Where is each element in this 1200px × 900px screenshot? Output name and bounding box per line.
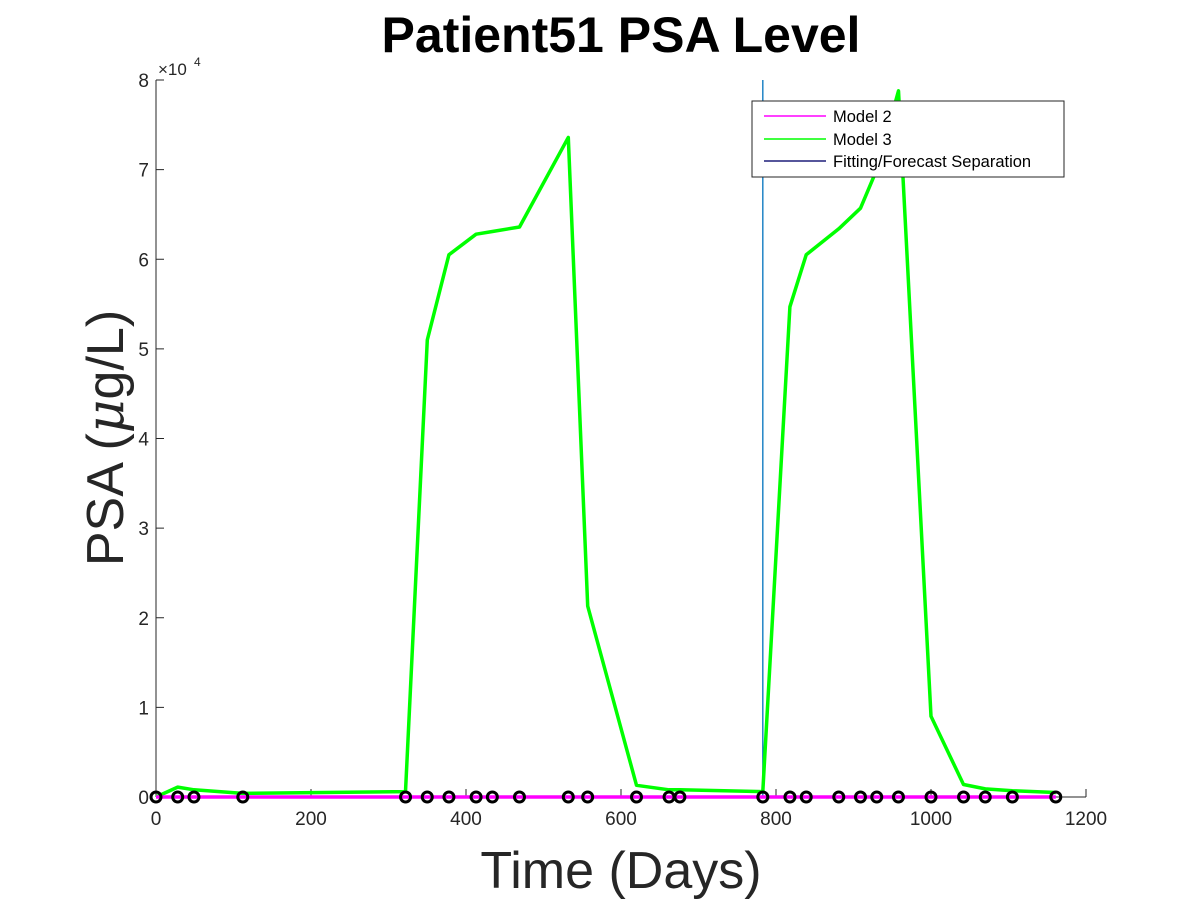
observed-point [581,790,595,804]
series-line-model3 [155,89,1056,799]
legend-label-model2: Model 2 [833,108,892,126]
y-axis-label: PSA (μg/L) [76,310,136,566]
chart-title: Patient51 PSA Level [382,7,861,63]
observed-point [420,790,434,804]
observed-markers [149,790,1063,804]
observed-point [1049,790,1063,804]
x-ticks: 0 200 400 600 800 1000 1200 [151,789,1107,830]
observed-point [957,790,971,804]
legend: Model 2 Model 3 Fitting/Forecast Separat… [751,100,1065,178]
observed-point [171,790,185,804]
y-exponent-base: ×10 [158,60,187,79]
observed-point [399,790,413,804]
y-tick-label: 4 [138,430,149,451]
observed-point [891,790,905,804]
x-tick-label: 800 [760,809,792,830]
observed-point [832,790,846,804]
observed-point [783,790,797,804]
y-axis-label-unit: g/L) [77,310,135,400]
observed-point [853,790,867,804]
series-layer [155,80,1056,799]
y-tick-label: 3 [138,519,149,540]
observed-point [756,790,770,804]
y-exponent-power: 4 [194,55,201,69]
x-tick-label: 0 [151,809,162,830]
y-exponent: ×10 4 [158,55,201,79]
y-tick-label: 2 [138,609,149,630]
y-axis-label-mu: μ [76,399,136,433]
legend-label-separation: Fitting/Forecast Separation [833,153,1031,171]
observed-point [924,790,938,804]
x-tick-label: 600 [605,809,637,830]
observed-point [149,790,163,804]
x-tick-label: 400 [450,809,482,830]
observed-point [469,790,483,804]
observed-point [870,790,884,804]
y-tick-label: 8 [138,71,149,92]
observed-point [978,790,992,804]
observed-point [799,790,813,804]
observed-point [236,790,250,804]
observed-point [442,790,456,804]
observed-point [512,790,526,804]
legend-label-model3: Model 3 [833,131,892,149]
observed-point [485,790,499,804]
observed-point [561,790,575,804]
observed-point [673,790,687,804]
y-tick-label: 0 [138,788,149,809]
y-tick-label: 6 [138,250,149,271]
x-tick-label: 1000 [910,809,952,830]
y-tick-label: 7 [138,161,149,182]
observed-point [187,790,201,804]
observed-point [1005,790,1019,804]
x-tick-label: 200 [295,809,327,830]
y-tick-label: 1 [138,698,149,719]
y-tick-label: 5 [138,340,149,361]
x-tick-label: 1200 [1065,809,1107,830]
observed-point [630,790,643,804]
x-axis-label: Time (Days) [480,842,761,900]
plot-area: 0 200 400 600 800 1000 1200 0 1 2 3 4 5 6 7 8 [138,71,1107,830]
y-axis-label-main: PSA ( [77,433,135,567]
